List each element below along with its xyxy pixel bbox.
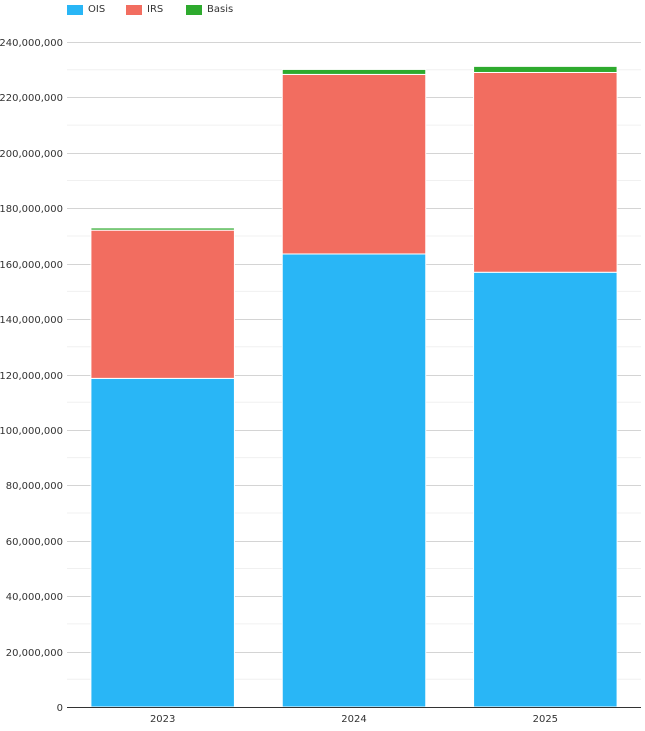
x-tick-label: 2025	[533, 714, 558, 725]
y-tick-label: 20,000,000	[6, 648, 63, 659]
y-tick-label: 200,000,000	[0, 149, 63, 160]
y-tick-label: 160,000,000	[0, 260, 63, 271]
bar-irs-2024	[281, 73, 427, 255]
legend-label-irs: IRS	[147, 4, 164, 15]
bar-basis-2024	[281, 68, 427, 75]
y-tick-label: 40,000,000	[6, 592, 63, 603]
x-tick-label: 2024	[341, 714, 366, 725]
y-tick-label: 60,000,000	[6, 537, 63, 548]
y-tick-label: 80,000,000	[6, 481, 63, 492]
x-tick-label: 2023	[150, 714, 175, 725]
y-tick-label: 100,000,000	[0, 426, 63, 437]
y-tick-label: 180,000,000	[0, 204, 63, 215]
bar-ois-2024	[281, 253, 427, 708]
bar-basis-2023	[90, 227, 235, 231]
legend-item-irs[interactable]: IRS	[126, 4, 163, 15]
legend-item-ois[interactable]: OIS	[67, 4, 105, 15]
y-tick-label: 0	[57, 703, 63, 714]
legend-swatch-irs	[126, 4, 142, 15]
y-tick-label: 140,000,000	[0, 315, 63, 326]
legend-swatch-basis	[186, 4, 202, 15]
legend-label-basis: Basis	[207, 4, 234, 15]
bar-irs-2025	[473, 71, 618, 273]
y-tick-label: 220,000,000	[0, 93, 63, 104]
y-tick-label: 120,000,000	[0, 371, 63, 382]
legend-label-ois: OIS	[88, 4, 106, 15]
bar-irs-2023	[90, 229, 235, 379]
legend-swatch-ois	[67, 4, 83, 15]
bar-basis-2025	[473, 65, 618, 73]
bar-ois-2023	[90, 377, 235, 708]
y-tick-label: 240,000,000	[0, 38, 63, 49]
legend-item-basis[interactable]: Basis	[186, 4, 233, 15]
bar-ois-2025	[473, 271, 618, 708]
